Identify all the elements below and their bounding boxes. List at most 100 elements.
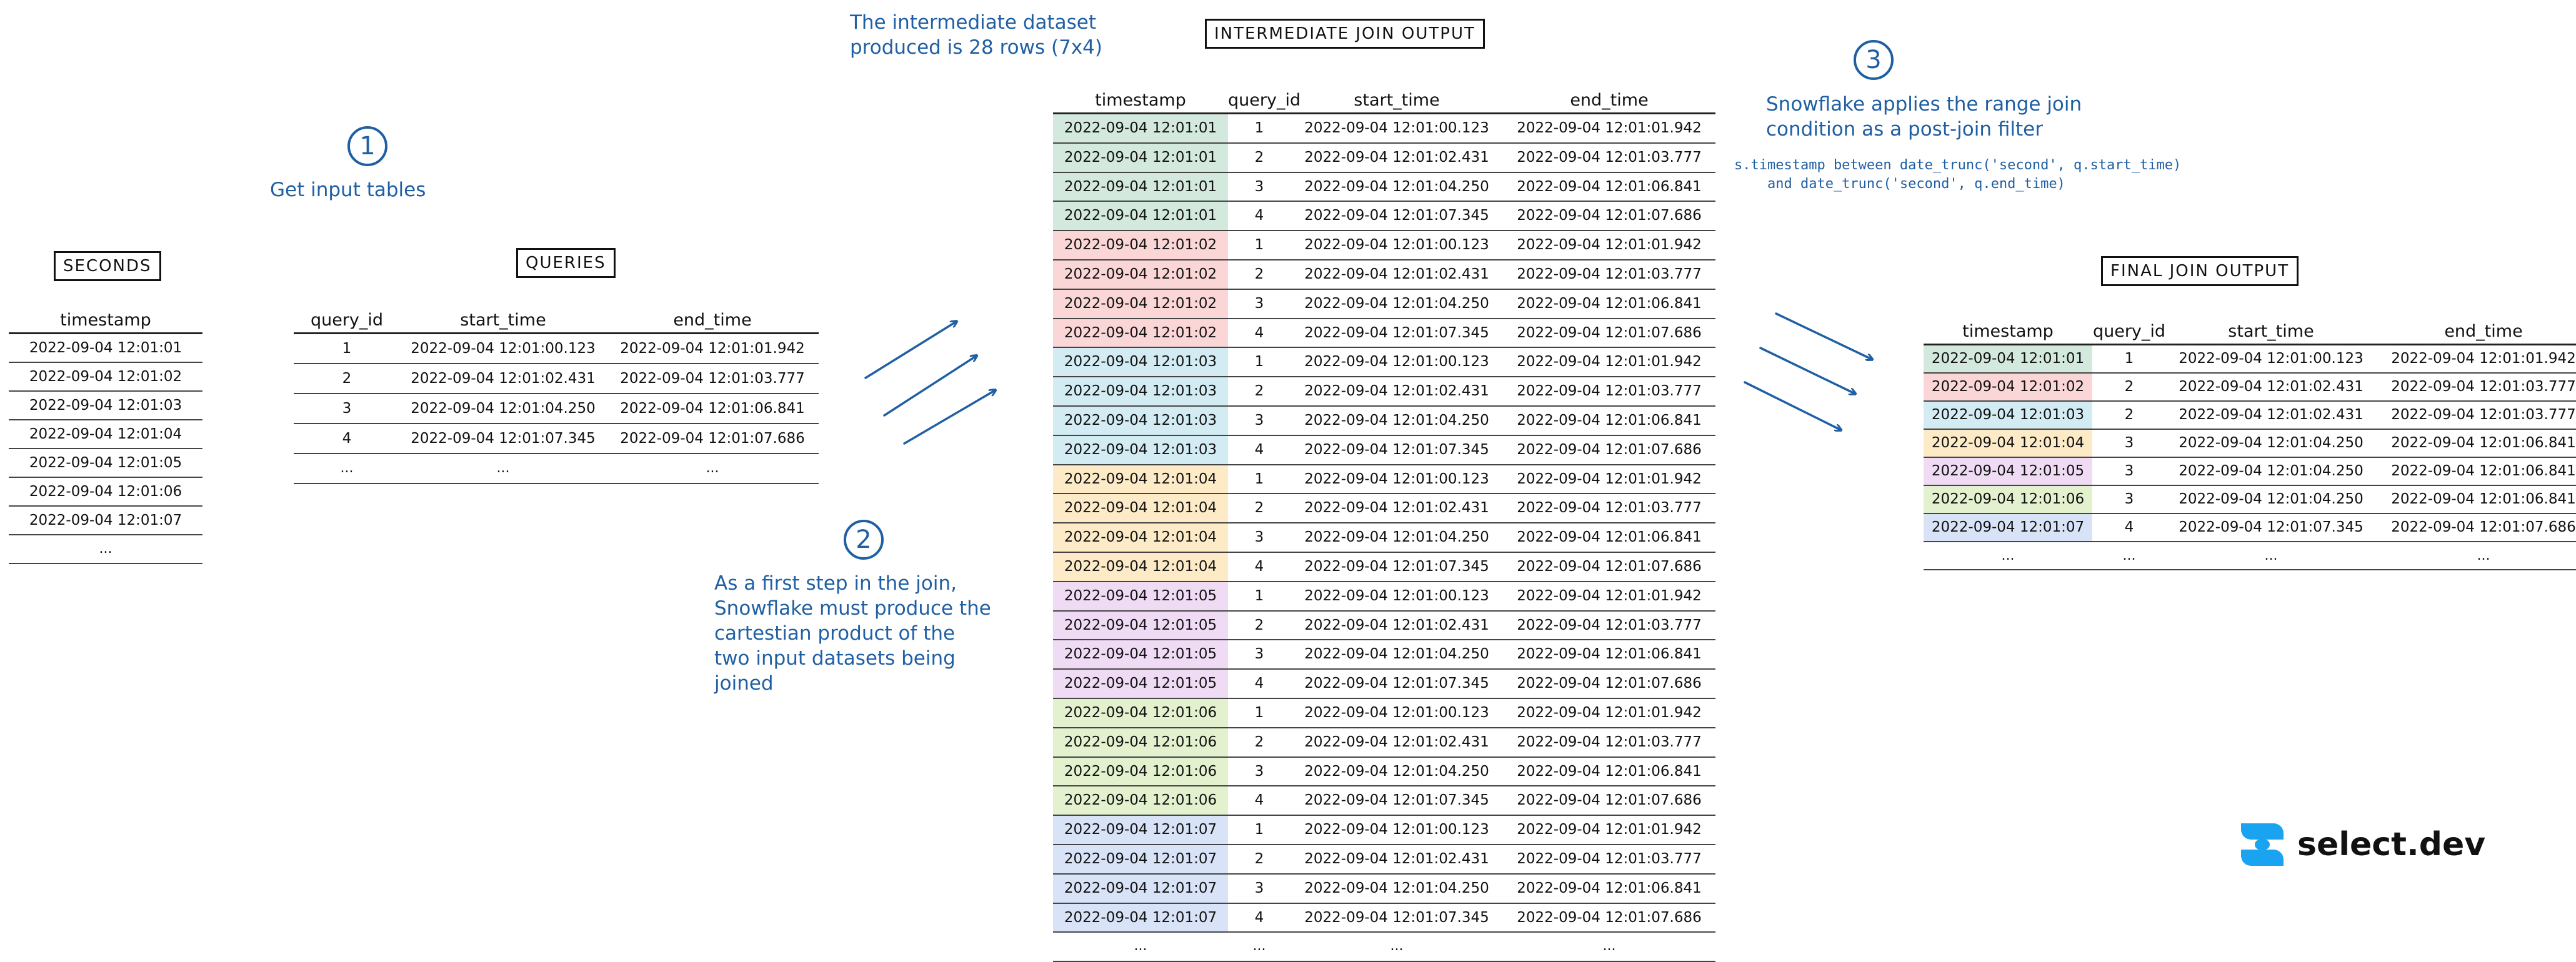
queries-table-header: query_id start_time end_time — [294, 310, 819, 334]
table-cell: 2022-09-04 12:01:02 — [1053, 319, 1228, 347]
table-cell: 2022-09-04 12:01:06.841 — [2391, 491, 2576, 507]
table-row: 2022-09-04 12:01:02 4 2022-09-04 12:01:07.… — [1053, 319, 1715, 349]
table-row: 2022-09-04 12:01:06 2 2022-09-04 12:01:02.… — [1053, 728, 1715, 758]
queries-table-title: QUERIES — [516, 248, 616, 278]
select-dev-logo-icon — [2241, 823, 2284, 866]
table-row: 2022-09-04 12:01:01 — [9, 334, 202, 363]
table-cell: 2022-09-04 12:01:04 — [1053, 465, 1228, 493]
table-cell: 2 — [1254, 265, 1264, 282]
table-cell: 2022-09-04 12:01:04.250 — [1304, 295, 1489, 312]
table-cell: 2022-09-04 12:01:05 — [29, 455, 182, 471]
table-cell: ... — [99, 541, 112, 557]
arrow-to-intermediate-2 — [883, 356, 976, 417]
table-cell: 2022-09-04 12:01:03.777 — [1517, 617, 1702, 633]
table-row: ... — [9, 535, 202, 564]
table-cell: 2022-09-04 12:01:03.777 — [1517, 149, 1702, 166]
table-cell: 2022-09-04 12:01:02.431 — [2179, 407, 2364, 423]
step-3-code: s.timestamp between date_trunc('second',… — [1734, 157, 2182, 192]
table-cell: 3 — [2124, 435, 2134, 451]
table-cell: 2022-09-04 12:01:02 — [1053, 289, 1228, 318]
table-row: 3 2022-09-04 12:01:04.250 2022-09-04 12:01… — [294, 394, 819, 424]
table-cell: 4 — [342, 430, 352, 447]
table-cell: 2 — [1254, 617, 1264, 633]
table-row: ............ — [1924, 542, 2576, 570]
table-cell: 2022-09-04 12:01:06.841 — [1517, 295, 1702, 312]
table-row: 2022-09-04 12:01:02 3 2022-09-04 12:01:04.… — [1053, 289, 1715, 319]
seconds-table-header: timestamp — [9, 310, 202, 334]
table-cell: 2022-09-04 12:01:01.942 — [1517, 587, 1702, 604]
table-row: 2022-09-04 12:01:07 2 2022-09-04 12:01:02.… — [1053, 845, 1715, 875]
table-cell: 2022-09-04 12:01:02 — [1924, 374, 2092, 400]
column-header: start_time — [460, 310, 546, 330]
table-row: ......... — [294, 454, 819, 484]
table-cell: 2 — [342, 370, 352, 387]
table-cell: 2022-09-04 12:01:01 — [1053, 143, 1228, 172]
column-header: end_time — [1570, 91, 1649, 110]
table-cell: 1 — [1254, 821, 1264, 838]
table-cell: 2 — [2124, 407, 2134, 423]
table-cell: 2022-09-04 12:01:04.250 — [2179, 463, 2364, 479]
table-cell: 2022-09-04 12:01:07.686 — [1517, 441, 1702, 458]
table-cell: 2022-09-04 12:01:04.250 — [1304, 412, 1489, 429]
table-cell: 2022-09-04 12:01:01 — [1924, 345, 2092, 372]
table-cell: 4 — [1254, 558, 1264, 575]
table-cell: 2022-09-04 12:01:04.250 — [411, 400, 596, 417]
table-row: 2022-09-04 12:01:01 2 2022-09-04 12:01:02.… — [1053, 143, 1715, 173]
table-cell: 2022-09-04 12:01:02 — [1053, 231, 1228, 259]
table-row: 1 2022-09-04 12:01:00.123 2022-09-04 12:01… — [294, 334, 819, 364]
table-cell: 4 — [1254, 441, 1264, 458]
table-cell: 2022-09-04 12:01:00.123 — [411, 340, 596, 357]
table-cell: 2022-09-04 12:01:01.942 — [1517, 120, 1702, 136]
table-cell: 1 — [1254, 120, 1264, 136]
arrow-to-intermediate-3 — [903, 390, 995, 445]
table-cell: 2022-09-04 12:01:02 — [1053, 260, 1228, 289]
table-cell: 2022-09-04 12:01:00.123 — [1304, 354, 1489, 370]
table-cell: 2022-09-04 12:01:04.250 — [1304, 646, 1489, 663]
table-cell: 2022-09-04 12:01:02 — [29, 369, 182, 385]
step-2-number: 2 — [844, 520, 884, 560]
intermediate-table-header: timestamp query_id start_time end_time — [1053, 91, 1715, 114]
table-cell: 2022-09-04 12:01:04.250 — [1304, 529, 1489, 546]
intermediate-note: The intermediate dataset produced is 28 … — [850, 11, 1102, 59]
table-cell: ... — [2122, 548, 2136, 563]
final-join-table: timestamp query_id start_time end_time 2022-… — [1924, 322, 2576, 570]
table-row: 2022-09-04 12:01:03 4 2022-09-04 12:01:07.… — [1053, 435, 1715, 465]
column-header: query_id — [2092, 322, 2166, 341]
table-cell: 2022-09-04 12:01:00.123 — [1304, 704, 1489, 721]
table-cell: 2022-09-04 12:01:00.123 — [1304, 587, 1489, 604]
table-cell: 2022-09-04 12:01:07 — [1053, 903, 1228, 932]
table-row: 2022-09-04 12:01:05 — [9, 449, 202, 478]
table-cell: 2022-09-04 12:01:03.777 — [1517, 383, 1702, 400]
arrow-to-final-1 — [1775, 312, 1872, 359]
table-cell: 2022-09-04 12:01:05 — [1924, 458, 2092, 485]
table-cell: 1 — [342, 340, 352, 357]
table-cell: 2022-09-04 12:01:07.345 — [2179, 519, 2364, 535]
table-cell: 2022-09-04 12:01:03.777 — [2391, 379, 2576, 395]
table-cell: 2022-09-04 12:01:04.250 — [1304, 763, 1489, 780]
step-3-text: Snowflake applies the range join conditi… — [1766, 93, 2082, 141]
table-row: 2022-09-04 12:01:06 3 2022-09-04 12:01:04.… — [1053, 757, 1715, 787]
select-dev-logo: select.dev — [2236, 818, 2485, 871]
table-cell: 3 — [1254, 646, 1264, 663]
table-cell: 2022-09-04 12:01:02.431 — [1304, 149, 1489, 166]
table-cell: 3 — [1254, 763, 1264, 780]
table-cell: 2 — [1254, 500, 1264, 517]
table-cell: 2022-09-04 12:01:02.431 — [1304, 617, 1489, 633]
final-table-title: FINAL JOIN OUTPUT — [2101, 256, 2299, 286]
table-cell: 1 — [1254, 470, 1264, 487]
table-cell: 2022-09-04 12:01:07.686 — [2391, 519, 2576, 535]
table-cell: ... — [496, 460, 510, 476]
table-cell: 2 — [1254, 383, 1264, 400]
table-row: 2022-09-04 12:01:05 1 2022-09-04 12:01:00.… — [1053, 582, 1715, 612]
table-cell: 2022-09-04 12:01:04 — [1053, 494, 1228, 523]
arrow-to-intermediate-1 — [864, 322, 956, 379]
table-cell: 2022-09-04 12:01:07 — [1053, 874, 1228, 903]
table-cell: 2022-09-04 12:01:00.123 — [2179, 350, 2364, 367]
table-cell: 3 — [342, 400, 352, 417]
table-cell: 2022-09-04 12:01:04.250 — [2179, 435, 2364, 451]
table-cell: 2022-09-04 12:01:04 — [1053, 552, 1228, 581]
table-cell: ... — [1602, 938, 1616, 955]
table-cell: 2 — [1254, 149, 1264, 166]
table-cell: 2022-09-04 12:01:07.686 — [620, 430, 805, 447]
table-row: 2022-09-04 12:01:02 — [9, 363, 202, 392]
